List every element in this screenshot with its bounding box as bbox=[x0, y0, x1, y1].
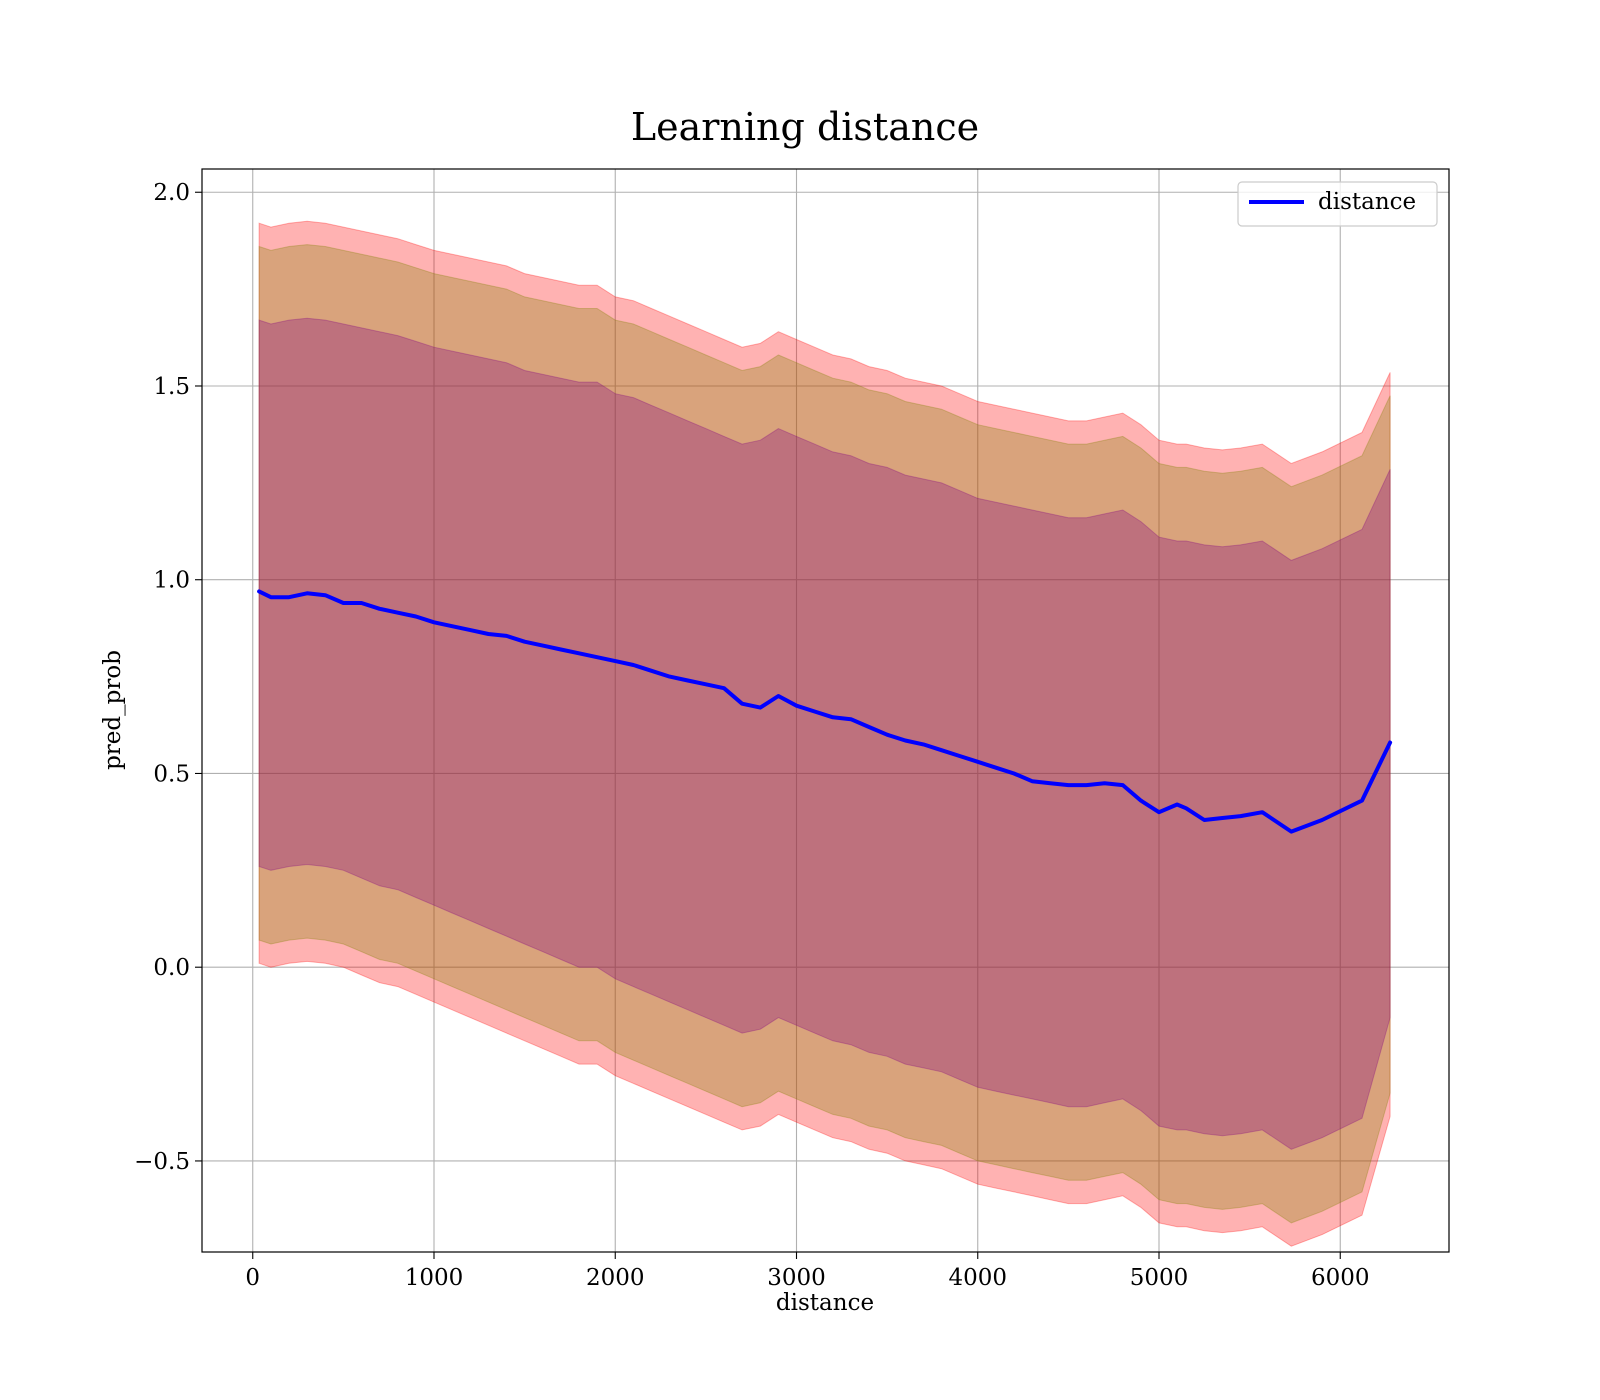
legend-label-distance: distance bbox=[1318, 189, 1416, 215]
x-tick-label: 2000 bbox=[586, 1265, 645, 1291]
band-outer bbox=[258, 220, 1391, 1247]
x-tick-label: 0 bbox=[245, 1265, 260, 1291]
x-tick-label: 5000 bbox=[1130, 1265, 1189, 1291]
x-tick-label: 4000 bbox=[948, 1265, 1007, 1291]
y-tick-label: 2.0 bbox=[153, 180, 190, 206]
y-tick-label: 1.0 bbox=[153, 568, 190, 594]
y-tick-label: −0.5 bbox=[134, 1149, 190, 1175]
tick-layer: 0 1000 2000 3000 4000 5000 6000 −0.5 0.0 0.5 1.0 1.… bbox=[134, 180, 1369, 1291]
band-middle bbox=[258, 244, 1391, 1224]
legend-box bbox=[1237, 181, 1438, 227]
chart-title: Learning distance bbox=[631, 105, 979, 149]
legend: distance bbox=[1237, 181, 1438, 227]
band-layer bbox=[258, 220, 1391, 1247]
y-axis-label: pred_prob bbox=[100, 650, 126, 770]
grid-layer bbox=[202, 169, 1449, 1252]
band-inner bbox=[258, 317, 1391, 1150]
x-tick-label: 3000 bbox=[767, 1265, 826, 1291]
x-tick-label: 1000 bbox=[405, 1265, 464, 1291]
x-tick-label: 6000 bbox=[1311, 1265, 1370, 1291]
line-layer bbox=[257, 589, 1393, 834]
y-tick-label: 1.5 bbox=[153, 374, 190, 400]
y-tick-label: 0.0 bbox=[153, 955, 190, 981]
plot-frame bbox=[201, 168, 1450, 1253]
y-tick-label: 0.5 bbox=[153, 761, 190, 787]
series-line-distance bbox=[257, 589, 1393, 834]
x-axis-label: distance bbox=[776, 1290, 874, 1316]
